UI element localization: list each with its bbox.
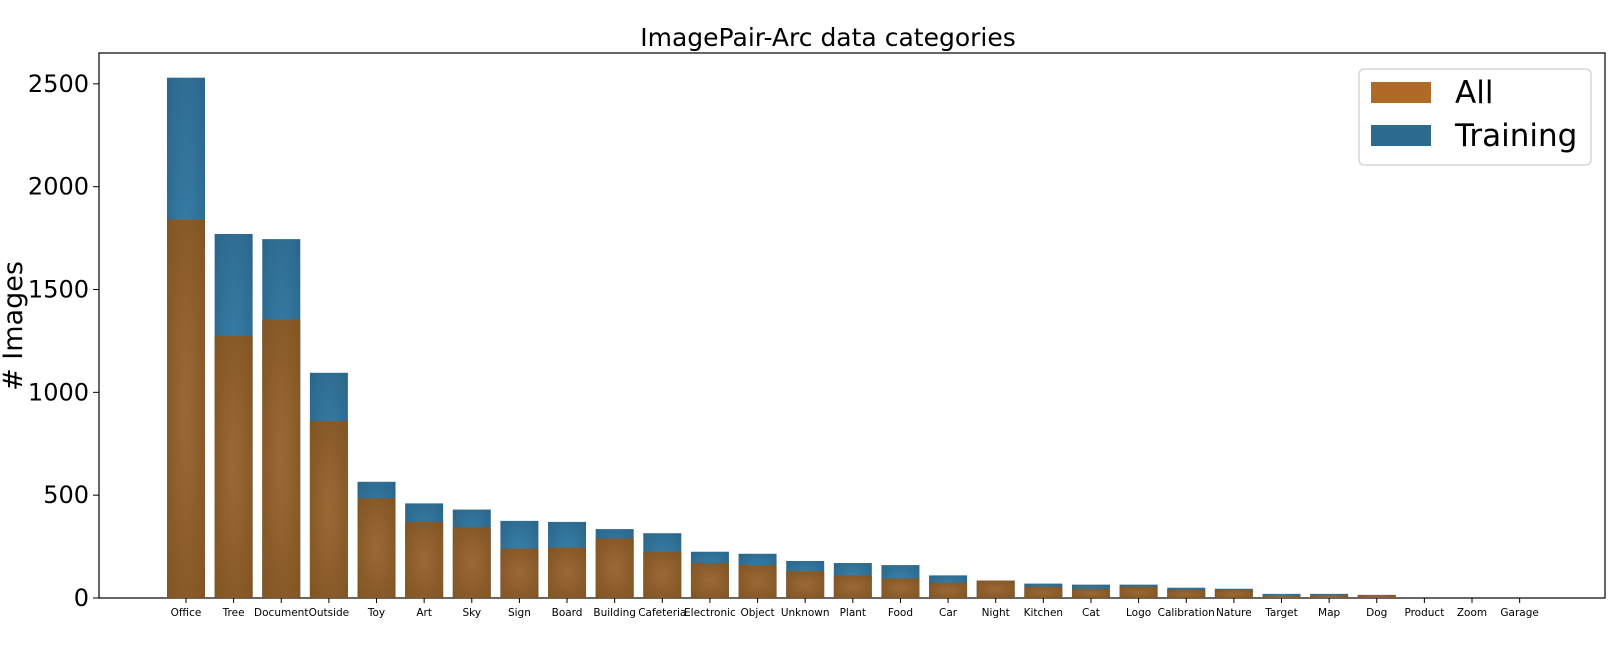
- all-bar-map: [1310, 594, 1349, 598]
- y-tick-label: 0: [74, 584, 89, 612]
- all-bar-sign: [500, 548, 539, 598]
- x-tick-label: Plant: [840, 607, 866, 619]
- all-bar-unknown: [786, 571, 825, 598]
- all-bar-cat: [1071, 588, 1110, 598]
- x-tick-label: Nature: [1216, 607, 1252, 619]
- x-tick-label: Zoom: [1457, 607, 1487, 619]
- x-tick-label: Sign: [508, 607, 531, 619]
- all-bar-logo: [1119, 586, 1158, 598]
- x-tick-label: Calibration: [1158, 607, 1215, 619]
- chart-title: ImagePair-Arc data categories: [640, 23, 1016, 52]
- all-bar-board: [548, 547, 587, 598]
- legend-swatch-all: [1371, 82, 1431, 103]
- all-bar-car: [929, 582, 968, 598]
- all-bar-outside: [309, 421, 348, 598]
- y-tick-label: 2000: [28, 173, 89, 201]
- x-tick-label: Cafeteria: [638, 607, 686, 619]
- all-bar-tree: [214, 335, 253, 598]
- legend-swatch-training: [1371, 125, 1431, 146]
- all-bar-office: [167, 219, 205, 598]
- x-tick-label: Document: [254, 607, 308, 619]
- x-tick-label: Toy: [367, 607, 385, 619]
- all-bar-calibration: [1167, 589, 1206, 598]
- y-axis: 0 500 1000 1500 2000 2500: [28, 70, 99, 612]
- y-axis-label: # Images: [0, 261, 29, 391]
- legend-label-training: Training: [1454, 118, 1577, 154]
- x-tick-label: Outside: [309, 607, 350, 619]
- all-bar-object: [738, 565, 777, 598]
- plot-frame: [98, 52, 1606, 599]
- x-tick-label: Dog: [1366, 607, 1387, 619]
- all-bar-electronic: [690, 563, 729, 598]
- x-tick-label: Tree: [222, 607, 245, 619]
- all-bar-building: [595, 538, 634, 598]
- all-bar-target: [1262, 595, 1301, 598]
- all-bar-sky: [452, 527, 491, 598]
- x-tick-label: Garage: [1500, 607, 1538, 619]
- x-tick-label: Night: [982, 607, 1010, 619]
- all-bar-dog: [1357, 594, 1396, 598]
- x-tick-label: Building: [593, 607, 636, 619]
- all-bar-food: [881, 578, 920, 598]
- x-tick-label: Office: [171, 607, 202, 619]
- all-bar-night: [976, 580, 1015, 598]
- x-tick-label: Map: [1318, 607, 1340, 619]
- all-bar-kitchen: [1024, 586, 1063, 598]
- x-axis: Office Tree Document Outside Toy Art Sky Sign Bo…: [171, 598, 1539, 619]
- y-tick-label: 1000: [28, 378, 89, 406]
- all-bar-cafeteria: [643, 551, 682, 598]
- x-tick-label: Object: [740, 607, 774, 619]
- x-tick-label: Product: [1404, 607, 1444, 619]
- x-tick-label: Cat: [1082, 607, 1100, 619]
- all-bar-art: [405, 521, 444, 598]
- x-tick-label: Sky: [462, 607, 481, 619]
- x-tick-label: Food: [888, 607, 913, 619]
- x-tick-label: Target: [1264, 607, 1297, 619]
- x-tick-label: Electronic: [684, 607, 736, 619]
- x-tick-label: Logo: [1126, 607, 1151, 619]
- bars-all: [167, 219, 1396, 598]
- x-tick-label: Board: [552, 607, 583, 619]
- legend: All Training: [1358, 68, 1592, 166]
- all-bar-document: [262, 319, 301, 598]
- x-tick-label: Unknown: [781, 607, 830, 619]
- y-tick-label: 2500: [28, 70, 89, 98]
- all-bar-toy: [357, 498, 396, 598]
- all-bar-nature: [1214, 589, 1253, 598]
- all-bar-plant: [833, 575, 872, 598]
- y-tick-label: 500: [43, 481, 89, 509]
- x-tick-label: Kitchen: [1024, 607, 1063, 619]
- x-tick-label: Art: [416, 607, 432, 619]
- legend-label-all: All: [1455, 75, 1493, 111]
- x-tick-label: Car: [939, 607, 958, 619]
- y-tick-label: 1500: [28, 276, 89, 304]
